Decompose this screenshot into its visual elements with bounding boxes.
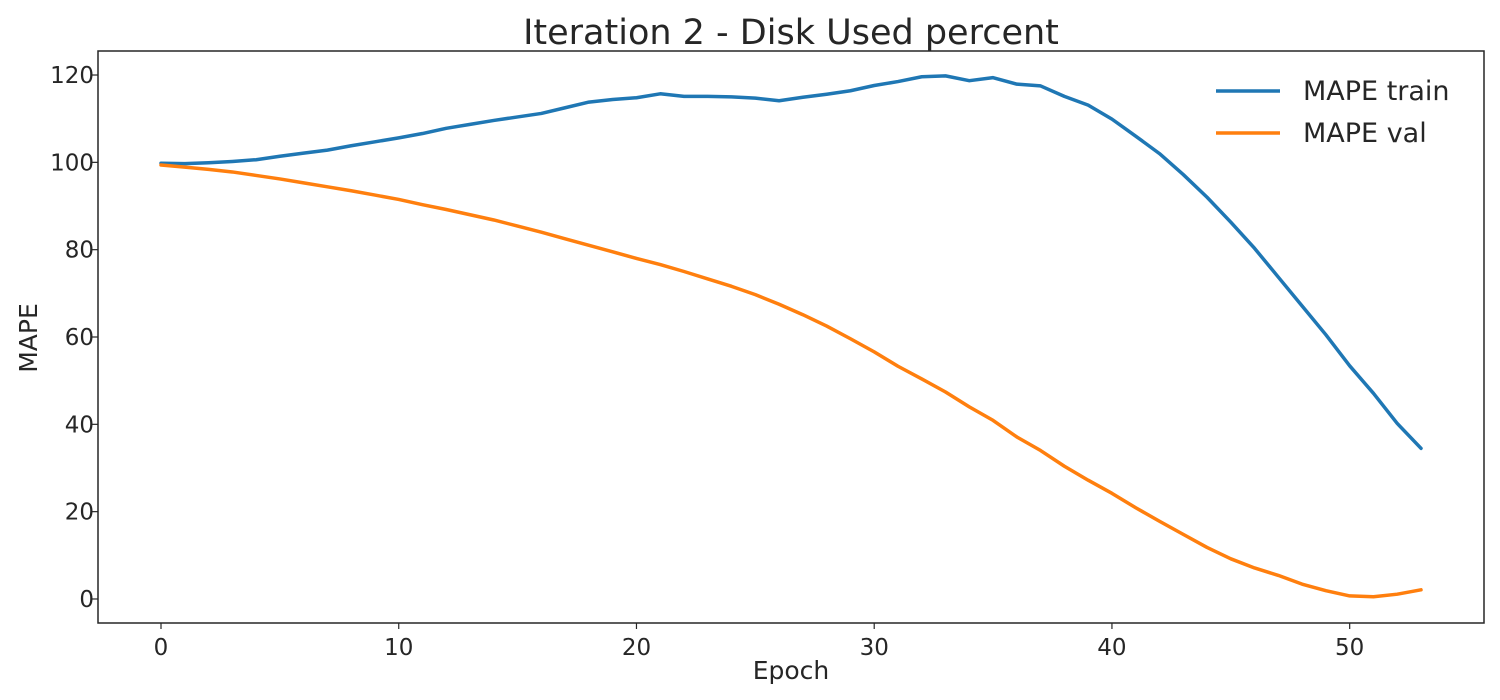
plot-frame (97, 50, 1485, 624)
legend-label-train: MAPE train (1303, 76, 1450, 107)
y-axis-label: MAPE (14, 303, 43, 373)
y-tick-label: 0 (79, 587, 94, 613)
plot-content (159, 74, 1423, 599)
legend: MAPE train MAPE val (1216, 76, 1450, 149)
x-tick-label: 20 (622, 635, 651, 661)
y-tick-label: 80 (65, 238, 94, 264)
legend-label-val: MAPE val (1303, 118, 1427, 149)
x-axis-label: Epoch (753, 656, 830, 685)
x-tick-label: 50 (1335, 635, 1364, 661)
x-tick-label: 40 (1097, 635, 1126, 661)
x-tick-label: 10 (384, 635, 413, 661)
x-tick-label: 0 (154, 635, 169, 661)
y-tick-label: 120 (50, 63, 94, 89)
y-tick-label: 40 (65, 412, 94, 438)
series-line-train (159, 74, 1423, 451)
x-tick-label: 30 (860, 635, 889, 661)
x-axis-ticks: 0 10 20 30 40 50 (154, 623, 1364, 661)
y-tick-label: 60 (65, 325, 94, 351)
y-tick-label: 100 (50, 150, 94, 176)
chart-title: Iteration 2 - Disk Used percent (523, 13, 1059, 53)
y-axis-ticks: 0 20 40 60 80 100 120 (50, 63, 98, 613)
series-line-val (159, 163, 1423, 599)
y-tick-label: 20 (65, 500, 94, 526)
